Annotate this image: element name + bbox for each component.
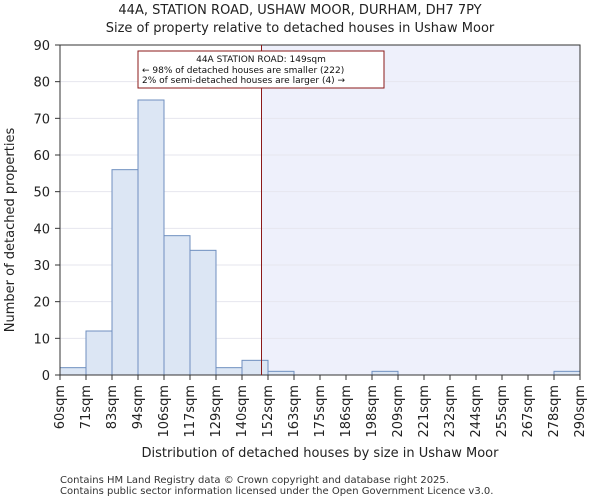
x-tick-label: 129sqm [209, 385, 224, 438]
x-tick-label: 71sqm [79, 385, 94, 429]
chart-title: 44A, STATION ROAD, USHAW MOOR, DURHAM, D… [118, 3, 481, 18]
x-tick-label: 60sqm [53, 385, 68, 429]
y-axis-label: Number of detached properties [3, 128, 18, 333]
footer-line-2: Contains public sector information licen… [60, 486, 493, 497]
x-tick-label: 209sqm [391, 385, 406, 438]
chart-subtitle: Size of property relative to detached ho… [106, 21, 495, 36]
bar-117sqm[interactable] [189, 249, 217, 376]
footer-line-1: Contains HM Land Registry data © Crown c… [60, 475, 449, 486]
annotation-larger: 2% of semi-detached houses are larger (4… [142, 76, 346, 86]
x-tick-label: 267sqm [521, 385, 536, 438]
y-tick-label: 70 [33, 112, 50, 127]
bar-60sqm[interactable] [59, 367, 87, 376]
bar-278sqm[interactable] [553, 370, 581, 376]
annotation-smaller: ← 98% of detached houses are smaller (22… [142, 66, 344, 76]
x-tick-label: 106sqm [157, 385, 172, 438]
y-tick-label: 20 [33, 296, 50, 311]
y-tick-label: 60 [33, 149, 50, 164]
x-tick-label: 186sqm [339, 385, 354, 438]
y-tick-label: 0 [42, 369, 50, 384]
x-tick-label: 278sqm [547, 385, 562, 438]
annotation-title: 44A STATION ROAD: 149sqm [196, 55, 326, 65]
x-tick-label: 83sqm [105, 385, 120, 429]
x-tick-label: 94sqm [131, 385, 146, 429]
x-axis-label: Distribution of detached houses by size … [142, 446, 500, 461]
x-tick-label: 290sqm [573, 385, 588, 438]
x-tick-label: 175sqm [313, 385, 328, 438]
bar-140sqm[interactable] [241, 359, 269, 376]
bar-152sqm[interactable] [267, 370, 295, 376]
highlight-region [261, 45, 580, 375]
y-tick-label: 90 [33, 39, 50, 54]
bar-71sqm[interactable] [85, 330, 113, 376]
bar-94sqm[interactable] [137, 99, 165, 376]
bar-83sqm[interactable] [111, 169, 139, 376]
y-tick-label: 80 [33, 76, 50, 91]
bar-106sqm[interactable] [163, 235, 191, 376]
x-tick-label: 232sqm [443, 385, 458, 438]
y-tick-label: 50 [33, 186, 50, 201]
x-tick-label: 163sqm [287, 385, 302, 438]
y-tick-label: 40 [33, 222, 50, 237]
y-tick-label: 30 [33, 259, 50, 274]
y-tick-label: 10 [33, 332, 50, 347]
x-tick-label: 117sqm [183, 385, 198, 438]
bar-129sqm[interactable] [215, 367, 243, 376]
bar-198sqm[interactable] [371, 370, 399, 376]
x-tick-label: 255sqm [495, 385, 510, 438]
x-tick-label: 221sqm [417, 385, 432, 438]
x-tick-label: 198sqm [365, 385, 380, 438]
x-tick-label: 152sqm [261, 385, 276, 438]
x-tick-label: 140sqm [235, 385, 250, 438]
x-tick-label: 244sqm [469, 385, 484, 438]
annotation-box [137, 50, 385, 89]
